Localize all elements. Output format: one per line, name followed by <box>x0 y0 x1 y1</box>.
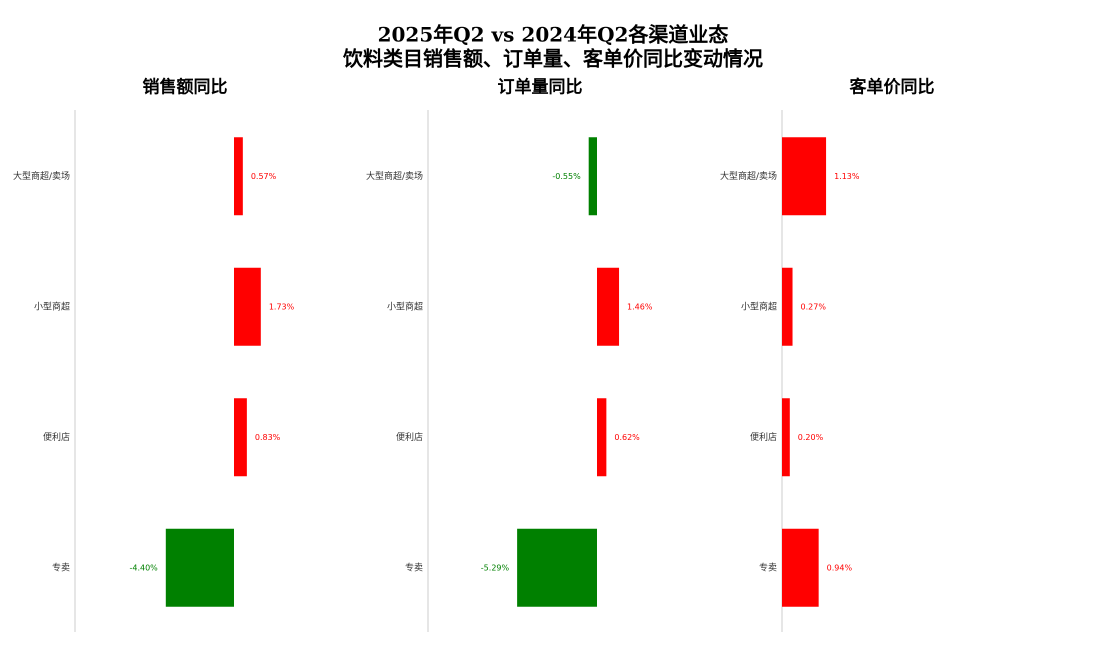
bar <box>234 398 247 477</box>
value-label: 1.73% <box>269 302 295 311</box>
category-label: 便利店 <box>43 431 70 443</box>
value-label: 1.46% <box>627 302 653 311</box>
category-label: 专卖 <box>759 561 777 573</box>
value-label: 1.13% <box>834 172 860 181</box>
panel-title: 订单量同比 <box>498 77 583 98</box>
value-label: 0.83% <box>255 433 281 442</box>
category-label: 便利店 <box>396 431 423 443</box>
bar <box>782 528 819 607</box>
value-label: 0.62% <box>614 433 640 442</box>
category-label: 小型商超 <box>34 300 70 312</box>
bar <box>782 137 827 216</box>
bar <box>234 267 261 346</box>
value-label: 0.57% <box>251 172 277 181</box>
value-label: 0.27% <box>801 302 827 311</box>
bar <box>165 528 234 607</box>
figure-title: 2025年Q2 vs 2024年Q2各渠道业态 <box>378 23 729 47</box>
value-label: -4.40% <box>129 563 158 572</box>
category-label: 便利店 <box>750 431 777 443</box>
category-label: 小型商超 <box>387 300 423 312</box>
bar <box>517 528 597 607</box>
value-label: 0.94% <box>827 563 853 572</box>
panel-title: 销售额同比 <box>143 77 228 98</box>
bar <box>234 137 243 216</box>
panel-title: 客单价同比 <box>849 77 935 98</box>
category-label: 专卖 <box>52 561 70 573</box>
category-label: 大型商超/卖场 <box>13 170 70 182</box>
value-label: -5.29% <box>481 563 510 572</box>
figure-subtitle: 饮料类目销售额、订单量、客单价同比变动情况 <box>342 47 763 71</box>
bar <box>782 398 790 477</box>
category-label: 小型商超 <box>741 300 777 312</box>
bar <box>597 398 607 477</box>
bar <box>597 267 620 346</box>
category-label: 大型商超/卖场 <box>720 170 777 182</box>
bar <box>588 137 597 216</box>
bar <box>782 267 793 346</box>
category-label: 专卖 <box>405 561 423 573</box>
value-label: 0.20% <box>798 433 824 442</box>
value-label: -0.55% <box>552 172 581 181</box>
category-label: 大型商超/卖场 <box>366 170 423 182</box>
